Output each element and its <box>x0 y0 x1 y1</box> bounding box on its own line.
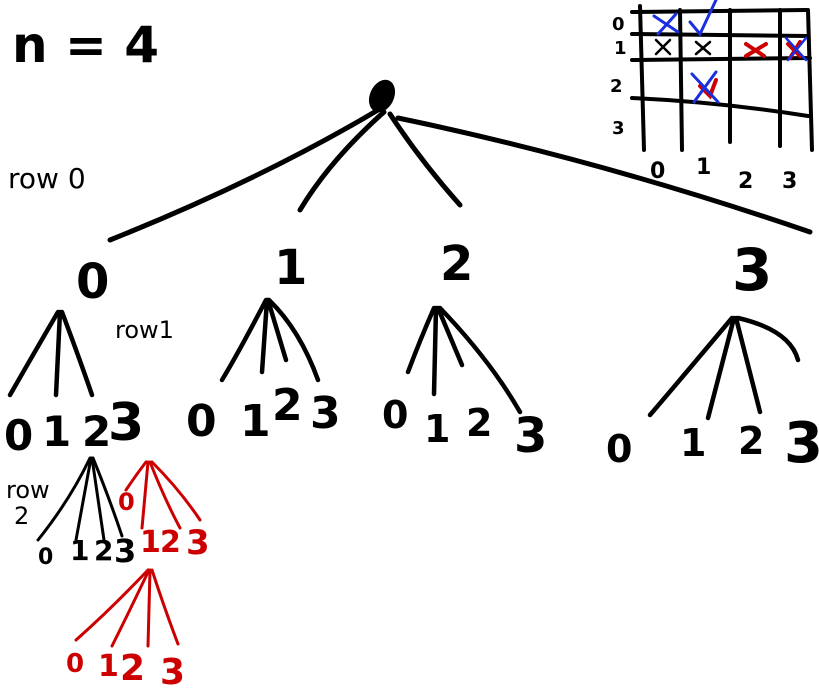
level2-group-2: 0 1 2 3 <box>382 393 547 464</box>
red-row3-child-2: 2 <box>120 648 145 689</box>
board-col-label-2: 2 <box>738 169 753 194</box>
board-grid <box>630 4 814 152</box>
row-label-1: row1 <box>115 316 174 344</box>
n1-child-3: 3 <box>310 388 341 439</box>
red-row3-nodes: 0 1 2 3 <box>66 648 185 691</box>
level1-node-2: 2 <box>440 236 473 292</box>
level2-group-0: 0 1 2 3 <box>4 393 144 460</box>
red-row3-child-3: 3 <box>160 652 185 691</box>
row-label-0: row 0 <box>8 162 86 195</box>
black-subtree-nodes: 0 1 2 3 <box>38 532 136 570</box>
board-col-label-3: 3 <box>782 169 797 194</box>
board-row-label-0: 0 <box>612 14 625 35</box>
red-child-1: 1 <box>140 525 161 560</box>
n3-child-2: 2 <box>738 419 764 463</box>
red-child-0: 0 <box>118 488 135 516</box>
level1-edges <box>7 297 801 421</box>
black-child-0: 0 <box>38 545 53 570</box>
red-child-2: 2 <box>160 525 181 560</box>
level2-group-3: 0 1 2 3 <box>606 411 819 476</box>
board-row-label-2: 2 <box>610 76 623 97</box>
red-subtree-nodes: 0 1 2 3 <box>118 488 210 563</box>
root-node <box>368 79 396 113</box>
n1-child-1: 1 <box>240 396 271 447</box>
black-x-r1c0 <box>654 38 672 56</box>
n0-child-2: 2 <box>82 407 111 456</box>
red-row3-child-0: 0 <box>66 649 84 679</box>
n2-child-2: 2 <box>466 401 492 445</box>
black-x-r1c1 <box>694 40 712 56</box>
n3-child-3: 3 <box>784 411 819 476</box>
level1-node-3: 3 <box>732 236 772 304</box>
blue-check-r0c1 <box>688 0 718 37</box>
red-row3-child-1: 1 <box>98 649 119 684</box>
board-row-labels: 0 1 2 3 <box>610 14 627 139</box>
blue-x-r2c1 <box>690 70 720 104</box>
red-row3-edges <box>74 568 180 648</box>
n1-child-2: 2 <box>272 380 303 431</box>
row-label-2a: row <box>6 476 50 504</box>
red-child-3: 3 <box>186 523 210 563</box>
board-col-label-1: 1 <box>696 155 711 180</box>
black-child-2: 2 <box>94 534 113 567</box>
board-row-label-1: 1 <box>614 38 627 59</box>
black-subtree-edges <box>36 456 124 542</box>
board-col-label-0: 0 <box>650 159 665 184</box>
n2-child-0: 0 <box>382 393 408 437</box>
n1-child-0: 0 <box>186 396 217 447</box>
row-label-2b: 2 <box>14 502 29 530</box>
red-x-r1c2 <box>744 42 768 58</box>
n0-child-3: 3 <box>108 393 144 453</box>
blue-x-r1c3 <box>784 36 808 62</box>
level2-group-1: 0 1 2 3 <box>186 380 341 447</box>
black-child-3: 3 <box>114 532 136 570</box>
level1-node-0: 0 <box>76 254 109 310</box>
board-col-labels: 0 1 2 3 <box>650 155 797 194</box>
n2-child-1: 1 <box>424 407 450 451</box>
level1-node-1: 1 <box>274 240 307 296</box>
board-row-label-3: 3 <box>612 118 625 139</box>
n2-child-3: 3 <box>514 408 547 464</box>
n3-child-0: 0 <box>606 427 632 471</box>
n3-child-1: 1 <box>680 421 706 465</box>
root-edges <box>107 107 813 243</box>
n0-child-1: 1 <box>42 407 71 456</box>
blue-x-r0c0 <box>652 12 680 36</box>
board-marks <box>652 0 808 104</box>
black-child-1: 1 <box>70 534 89 567</box>
red-subtree-edges <box>124 460 202 530</box>
heading: n = 4 <box>12 16 159 74</box>
n0-child-0: 0 <box>4 411 33 460</box>
